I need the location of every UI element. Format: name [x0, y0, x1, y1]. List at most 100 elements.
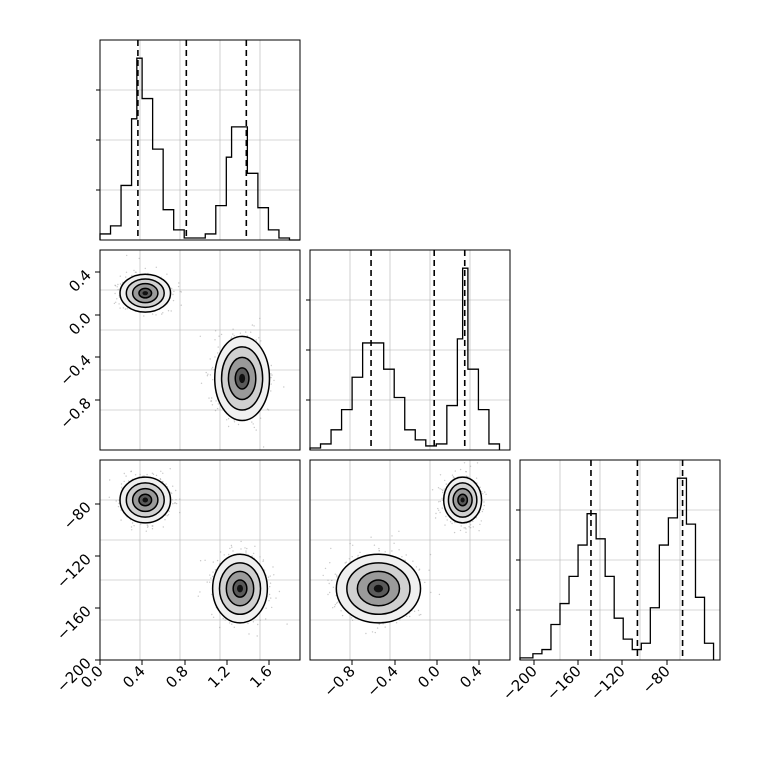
- scatter-param-2-vs-param-3-point: [451, 474, 454, 476]
- scatter-param-1-vs-param-2-point: [266, 408, 269, 410]
- scatter-param-1-vs-param-3-point: [246, 547, 248, 550]
- scatter-param-2-vs-param-3-point: [439, 500, 441, 503]
- scatter-param-1-vs-param-3-point: [175, 502, 178, 505]
- scatter-param-2-vs-param-3-point: [439, 511, 441, 514]
- scatter-param-1-vs-param-3-point: [155, 474, 158, 477]
- scatter-param-2-vs-param-3-point: [442, 489, 444, 492]
- scatter-param-2-vs-param-3-point: [405, 554, 407, 556]
- scatter-param-1-vs-param-2-point: [166, 273, 168, 275]
- scatter-param-1-vs-param-2-cluster-0-contour-1: [125, 278, 165, 309]
- scatter-param-2-vs-param-3-point: [398, 530, 400, 532]
- scatter-param-1-vs-param-2-point: [239, 332, 242, 334]
- scatter-param-1-vs-param-3-point: [275, 597, 277, 599]
- scatter-param-2-vs-param-3-point: [439, 488, 441, 490]
- scatter-param-2-vs-param-3-point: [335, 602, 338, 604]
- scatter-param-1-vs-param-2-point: [220, 333, 223, 336]
- scatter-param-2-vs-param-3-point: [478, 530, 480, 532]
- scatter-param-2-vs-param-3-point: [444, 524, 446, 526]
- scatter-param-1-vs-param-3-point: [229, 547, 231, 550]
- scatter-param-1-vs-param-3-point: [269, 586, 271, 588]
- scatter-param-1-vs-param-3-point: [216, 559, 219, 562]
- scatter-param-2-vs-param-3-point: [352, 544, 354, 546]
- scatter-param-2-vs-param-3-point: [476, 462, 479, 464]
- scatter-param-1-vs-param-2-point: [125, 271, 128, 273]
- scatter-param-1-vs-param-2-point: [173, 290, 175, 293]
- scatter-param-2-vs-param-3-point: [441, 497, 443, 499]
- scatter-param-1-vs-param-2-cluster-0-fill-4: [142, 291, 149, 296]
- scatter-param-1-vs-param-2-point: [214, 409, 217, 412]
- scatter-param-2-vs-param-3-point: [376, 627, 379, 629]
- panels: [96, 39, 721, 661]
- scatter-param-1-vs-param-3-point: [268, 593, 271, 596]
- scatter-param-1-vs-param-3-cluster-0-contour-3: [138, 493, 153, 507]
- scatter-param-2-vs-param-3-point: [418, 614, 420, 616]
- scatter-param-2-vs-param-3-point: [469, 524, 472, 526]
- scatter-param-1-vs-param-3-point: [248, 633, 250, 635]
- scatter-param-1-vs-param-3-point: [278, 590, 281, 593]
- scatter-param-2-vs-param-3-point: [378, 623, 380, 625]
- scatter-param-1-vs-param-2-point: [217, 346, 219, 348]
- scatter-param-2-vs-param-3-point: [454, 521, 456, 524]
- scatter-param-2-vs-param-3-point: [341, 614, 344, 617]
- scatter-param-1-vs-param-3-point: [140, 523, 142, 525]
- scatter-param-2-vs-param-3-point: [329, 562, 331, 564]
- scatter-param-2-vs-param-3-point: [472, 520, 474, 522]
- scatter-param-2-vs-param-3-frame: [309, 459, 511, 661]
- scatter-param-1-vs-param-3-point: [162, 526, 164, 528]
- scatter-param-2-vs-param-3-point: [332, 607, 334, 609]
- scatter-param-2-vs-param-3-cluster-0-contour-1: [447, 482, 478, 518]
- scatter-param-1-vs-param-3-point: [256, 635, 258, 637]
- scatter-param-1-vs-param-3-point: [231, 546, 233, 548]
- scatter-param-1-vs-param-3-point: [219, 626, 221, 629]
- scatter-param-1-vs-param-3-point: [245, 552, 247, 554]
- scatter-param-1-vs-param-2-point: [268, 409, 270, 411]
- scatter-param-1-vs-param-3-point: [131, 522, 134, 524]
- scatter-param-2-vs-param-3-point: [465, 531, 467, 533]
- scatter-param-1-vs-param-2-content: [113, 254, 285, 448]
- scatter-param-2-vs-param-3-point: [438, 593, 441, 596]
- scatter-param-1-vs-param-2-point: [245, 331, 247, 333]
- scatter-param-1-vs-param-2-point: [126, 308, 128, 310]
- scatter-param-1-vs-param-3-cluster-0-contour-0: [119, 476, 172, 524]
- scatter-param-2-vs-param-3-point: [327, 579, 329, 581]
- scatter-param-1-vs-param-2-point: [131, 274, 133, 277]
- scatter-param-2-vs-param-3-point: [365, 632, 367, 635]
- scatter-param-1-vs-param-2-frame: [99, 249, 301, 451]
- hist-param-2-step: [309, 267, 501, 450]
- scatter-param-1-vs-param-2-point: [233, 335, 235, 337]
- scatter-param-1-vs-param-3-cluster-1-contour-1: [218, 562, 262, 616]
- scatter-param-1-vs-param-2-cluster-1-contour-3: [234, 367, 250, 390]
- scatter-param-2-vs-param-3-point: [452, 476, 455, 478]
- scatter-param-1-vs-param-2-point: [253, 426, 255, 429]
- scatter-param-2-vs-param-3-point: [428, 569, 430, 571]
- scatter-param-2-vs-param-3-point: [480, 520, 482, 522]
- scatter-param-1-vs-param-3-point: [152, 473, 155, 475]
- scatter-param-2-vs-param-3-point: [349, 542, 351, 545]
- scatter-param-2-vs-param-3-point: [348, 558, 351, 560]
- scatter-param-1-vs-param-3-point: [130, 526, 133, 528]
- scatter-param-1-vs-param-3-point: [108, 496, 111, 498]
- scatter-param-1-vs-param-2-point: [227, 425, 230, 428]
- scatter-param-2-vs-param-3-cluster-0-contour-2: [452, 487, 473, 513]
- scatter-param-2-vs-param-3-point: [463, 462, 466, 464]
- scatter-param-2-vs-param-3-point: [398, 549, 400, 551]
- scatter-param-2-vs-param-3-point: [329, 591, 331, 594]
- scatter-param-1-vs-param-2-point: [172, 293, 174, 296]
- scatter-param-1-vs-param-2-point: [170, 310, 172, 312]
- scatter-param-1-vs-param-2-point: [270, 373, 272, 375]
- scatter-param-2-vs-param-3-point: [409, 615, 411, 618]
- scatter-param-1-vs-param-3-point: [133, 525, 135, 527]
- scatter-param-1-vs-param-3-point: [233, 626, 235, 628]
- scatter-param-1-vs-param-2-point: [270, 376, 272, 379]
- scatter-param-1-vs-param-3-point: [259, 619, 261, 621]
- scatter-param-1-vs-param-2-point: [255, 339, 257, 341]
- scatter-param-1-vs-param-3-point: [212, 561, 214, 563]
- scatter-param-1-vs-param-2-point: [262, 446, 265, 448]
- scatter-param-1-vs-param-3-point: [209, 581, 211, 583]
- scatter-param-1-vs-param-3-point: [171, 492, 173, 495]
- scatter-param-2-vs-param-3-point: [357, 554, 359, 557]
- scatter-param-1-vs-param-3-point: [164, 519, 166, 521]
- hist-param-3-step: [519, 477, 715, 660]
- scatter-param-1-vs-param-3-point: [145, 530, 147, 532]
- scatter-param-2-vs-param-3-point: [438, 501, 440, 503]
